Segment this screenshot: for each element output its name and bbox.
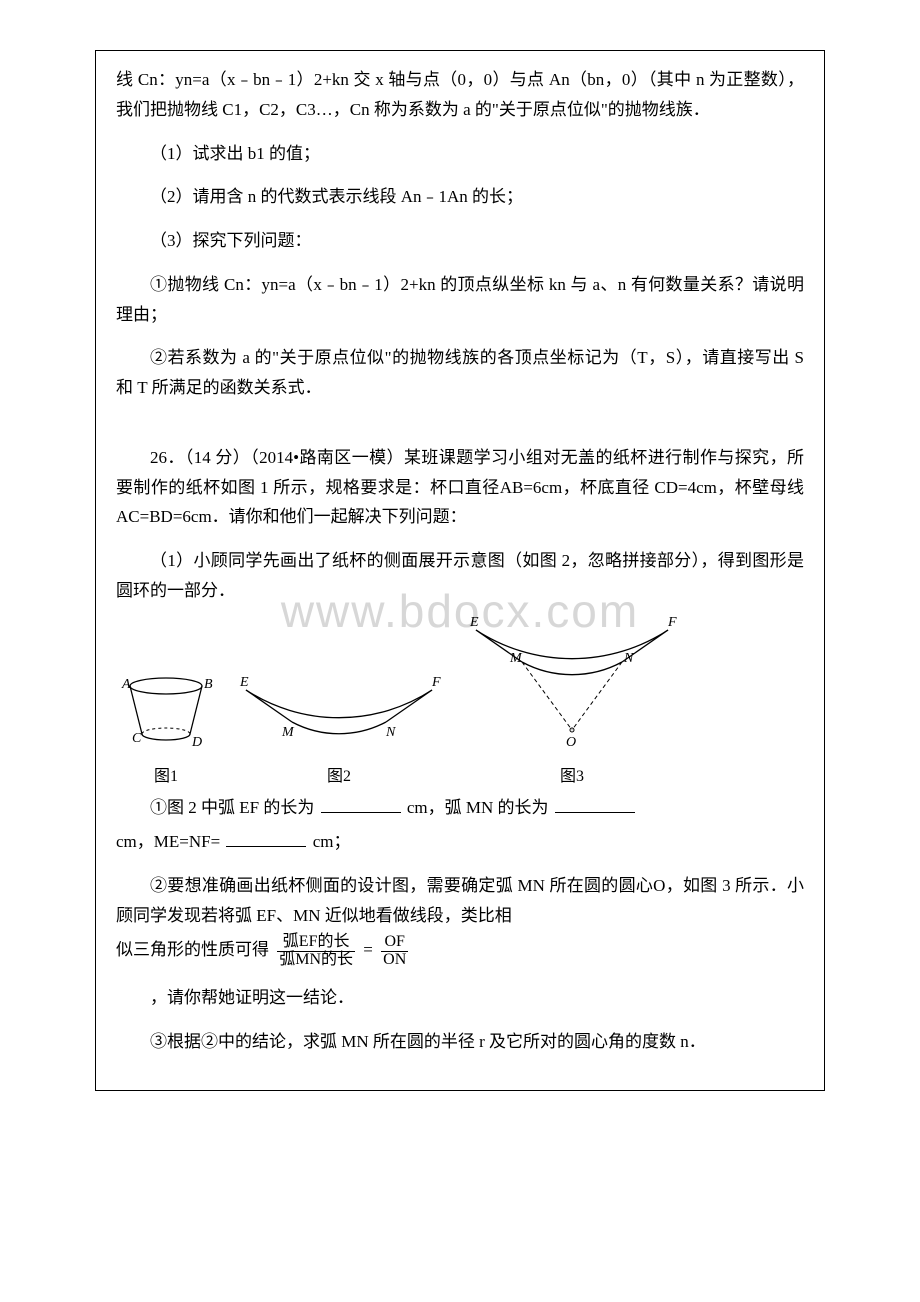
label-N3: N bbox=[623, 651, 634, 666]
figure-3: E F M N O 图3 bbox=[462, 612, 682, 792]
label-F3: F bbox=[667, 615, 677, 630]
fill-text-d: cm； bbox=[313, 832, 351, 851]
page-content: 线 Cn：yn=a（x﹣bn﹣1）2+kn 交 x 轴与点（0，0）与点 An（… bbox=[116, 65, 804, 1056]
page-frame: www.bdocx.com 线 Cn：yn=a（x﹣bn﹣1）2+kn 交 x … bbox=[95, 50, 825, 1091]
part-2-conclusion: ，请你帮她证明这一结论． bbox=[116, 983, 804, 1013]
paragraph-continuation: 线 Cn：yn=a（x﹣bn﹣1）2+kn 交 x 轴与点（0，0）与点 An（… bbox=[116, 65, 804, 125]
question-2: （2）请用含 n 的代数式表示线段 An﹣1An 的长； bbox=[116, 182, 804, 212]
label-M: M bbox=[281, 725, 295, 740]
label-N: N bbox=[385, 725, 396, 740]
question-3-2: ②若系数为 a 的"关于原点位似"的抛物线族的各顶点坐标记为（T，S），请直接写… bbox=[116, 343, 804, 403]
label-F: F bbox=[431, 675, 441, 690]
blank-ef[interactable] bbox=[321, 794, 401, 814]
figure-2: E F M N 图2 bbox=[234, 672, 444, 792]
label-C: C bbox=[132, 731, 142, 746]
question-3-1: ①抛物线 Cn：yn=a（x﹣bn﹣1）2+kn 的顶点纵坐标 kn 与 a、n… bbox=[116, 270, 804, 330]
part-2-line2: 似三角形的性质可得 弧EF的长 弧MN的长 = OF ON bbox=[116, 934, 804, 969]
blank-mn[interactable] bbox=[555, 794, 635, 814]
problem-26-intro: 26．（14 分）（2014•路南区一模）某班课题学习小组对无盖的纸杯进行制作与… bbox=[116, 443, 804, 532]
frac-den-2: ON bbox=[381, 952, 408, 969]
problem-26-part1: （1）小顾同学先画出了纸杯的侧面展开示意图（如图 2，忽略拼接部分），得到图形是… bbox=[116, 546, 804, 606]
figure-row: A B C D 图1 E F M N 图2 bbox=[116, 612, 804, 792]
fill-text-a: ①图 2 中弧 EF 的长为 bbox=[150, 798, 314, 817]
figure-1-label: 图1 bbox=[116, 763, 216, 791]
label-D: D bbox=[191, 735, 202, 750]
label-E: E bbox=[239, 675, 249, 690]
label-M3: M bbox=[509, 651, 523, 666]
figure-2-svg: E F M N bbox=[234, 672, 444, 752]
frac-num-2: OF bbox=[381, 934, 408, 952]
figure-3-svg: E F M N O bbox=[462, 612, 682, 752]
fill-text-b: cm，弧 MN 的长为 bbox=[407, 798, 549, 817]
question-3: （3）探究下列问题： bbox=[116, 226, 804, 256]
label-E3: E bbox=[469, 615, 479, 630]
part-2-prefix: 似三角形的性质可得 bbox=[116, 940, 269, 959]
fill-in-blanks-line2: cm，ME=NF= cm； bbox=[116, 827, 804, 857]
fraction-left: 弧EF的长 弧MN的长 bbox=[277, 934, 355, 969]
blank-menf[interactable] bbox=[226, 827, 306, 847]
figure-2-label: 图2 bbox=[234, 763, 444, 791]
fraction-right: OF ON bbox=[381, 934, 408, 969]
label-B: B bbox=[204, 677, 213, 692]
frac-den-1: 弧MN的长 bbox=[277, 952, 355, 969]
equals-sign: = bbox=[363, 940, 373, 959]
figure-1: A B C D 图1 bbox=[116, 672, 216, 792]
fill-text-c: cm，ME=NF= bbox=[116, 832, 220, 851]
part-2-line1: ②要想准确画出纸杯侧面的设计图，需要确定弧 MN 所在圆的圆心O，如图 3 所示… bbox=[116, 871, 804, 931]
part-3: ③根据②中的结论，求弧 MN 所在圆的半径 r 及它所对的圆心角的度数 n． bbox=[116, 1027, 804, 1057]
label-A: A bbox=[121, 677, 131, 692]
label-O: O bbox=[566, 735, 576, 750]
fill-in-blanks-line: ①图 2 中弧 EF 的长为 cm，弧 MN 的长为 bbox=[116, 793, 804, 823]
figure-3-label: 图3 bbox=[462, 763, 682, 791]
frac-num-1: 弧EF的长 bbox=[277, 934, 355, 952]
question-1: （1）试求出 b1 的值； bbox=[116, 139, 804, 169]
figure-1-svg: A B C D bbox=[116, 672, 216, 752]
